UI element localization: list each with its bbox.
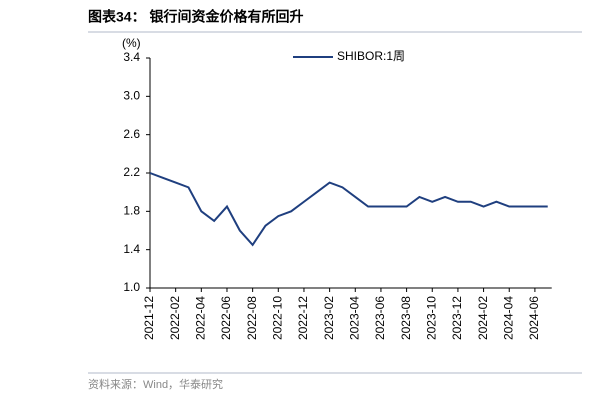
chart-title: 图表34： 银行间资金价格有所回升 xyxy=(88,9,303,25)
y-tick-label: 1.8 xyxy=(123,204,140,218)
y-tick-label: 2.6 xyxy=(123,127,140,141)
y-tick-label: 1.4 xyxy=(123,242,140,256)
x-tick-label: 2022-12 xyxy=(296,296,310,340)
series-line xyxy=(149,172,548,247)
y-tick-label: 1.0 xyxy=(123,280,140,294)
y-tick-label: 3.0 xyxy=(123,89,140,103)
x-tick-label: 2023-10 xyxy=(424,296,438,340)
x-tick-label: 2022-08 xyxy=(245,296,259,340)
source: 资料来源：Wind，华泰研究 xyxy=(88,377,223,391)
x-tick-label: 2024-06 xyxy=(527,296,541,340)
x-tick-label: 2022-06 xyxy=(219,296,233,340)
legend-label: SHIBOR:1周 xyxy=(337,49,405,63)
x-tick-label: 2023-02 xyxy=(322,296,336,340)
x-tick-label: 2023-08 xyxy=(399,296,413,340)
y-tick-label: 2.2 xyxy=(123,165,140,179)
x-tick-label: 2022-10 xyxy=(270,296,284,340)
x-tick-label: 2022-04 xyxy=(193,296,207,340)
x-tick-label: 2023-12 xyxy=(450,296,464,340)
x-tick-label: 2021-12 xyxy=(142,296,156,340)
x-tick-label: 2023-06 xyxy=(373,296,387,340)
y-tick-label: 3.4 xyxy=(123,50,140,64)
x-tick-label: 2023-04 xyxy=(347,296,361,340)
x-tick-label: 2022-02 xyxy=(168,296,182,340)
x-tick-label: 2024-02 xyxy=(476,296,490,340)
x-tick-label: 2024-04 xyxy=(501,296,515,340)
y-axis-label: (%) xyxy=(122,36,141,50)
